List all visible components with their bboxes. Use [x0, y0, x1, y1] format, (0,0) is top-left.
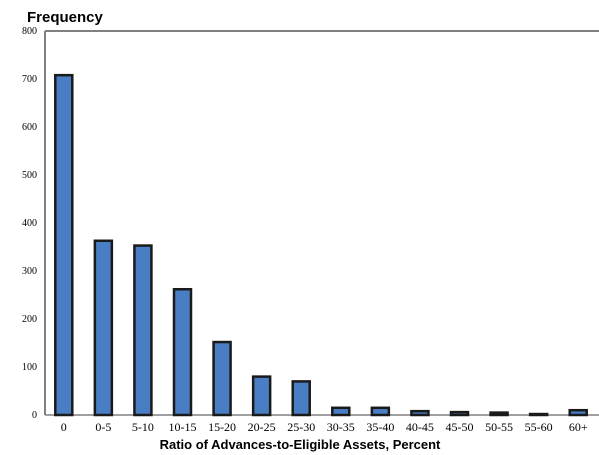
bar [212, 340, 232, 417]
y-tick-label: 200 [22, 314, 37, 325]
x-tick-label: 25-30 [287, 420, 315, 434]
x-tick-label: 60+ [569, 420, 588, 434]
x-tick-label: 35-40 [366, 420, 394, 434]
bar [291, 380, 311, 417]
x-ticks: 0 0-5 5-10 10-15 15-20 20-25 25-30 30-35 35-40 40… [61, 420, 588, 434]
bars [54, 73, 588, 417]
x-axis-title: Ratio of Advances-to-Eligible Assets, Pe… [160, 437, 441, 452]
bar [331, 406, 351, 417]
x-tick-label: 20-25 [248, 420, 276, 434]
x-tick-label: 45-50 [446, 420, 474, 434]
y-tick-label: 700 [22, 74, 37, 85]
y-tick-label: 800 [22, 26, 37, 37]
x-tick-label: 10-15 [169, 420, 197, 434]
bar [568, 408, 588, 417]
y-axis-title: Frequency [27, 9, 104, 26]
x-tick-label: 0-5 [95, 420, 111, 434]
x-tick-label: 40-45 [406, 420, 434, 434]
bar [251, 375, 272, 417]
x-tick-label: 55-60 [525, 420, 553, 434]
y-ticks: 0 100 200 300 400 500 600 700 800 [22, 26, 37, 421]
y-tick-label: 600 [22, 122, 37, 133]
x-tick-label: 5-10 [132, 420, 154, 434]
bar [370, 406, 391, 417]
y-tick-label: 300 [22, 266, 37, 277]
bar [133, 244, 153, 417]
bar [172, 287, 193, 417]
y-tick-label: 500 [22, 170, 37, 181]
bar [93, 239, 114, 417]
x-tick-label: 50-55 [485, 420, 513, 434]
bar [489, 411, 509, 417]
bar [449, 410, 470, 417]
y-tick-label: 400 [22, 218, 37, 229]
axes [44, 30, 599, 416]
x-tick-label: 0 [61, 420, 67, 434]
x-tick-label: 15-20 [208, 420, 236, 434]
bar [54, 73, 74, 417]
bar [410, 409, 430, 417]
bar [528, 412, 549, 417]
y-tick-label: 100 [22, 362, 37, 373]
y-tick-label: 0 [32, 410, 37, 421]
x-tick-label: 30-35 [327, 420, 355, 434]
